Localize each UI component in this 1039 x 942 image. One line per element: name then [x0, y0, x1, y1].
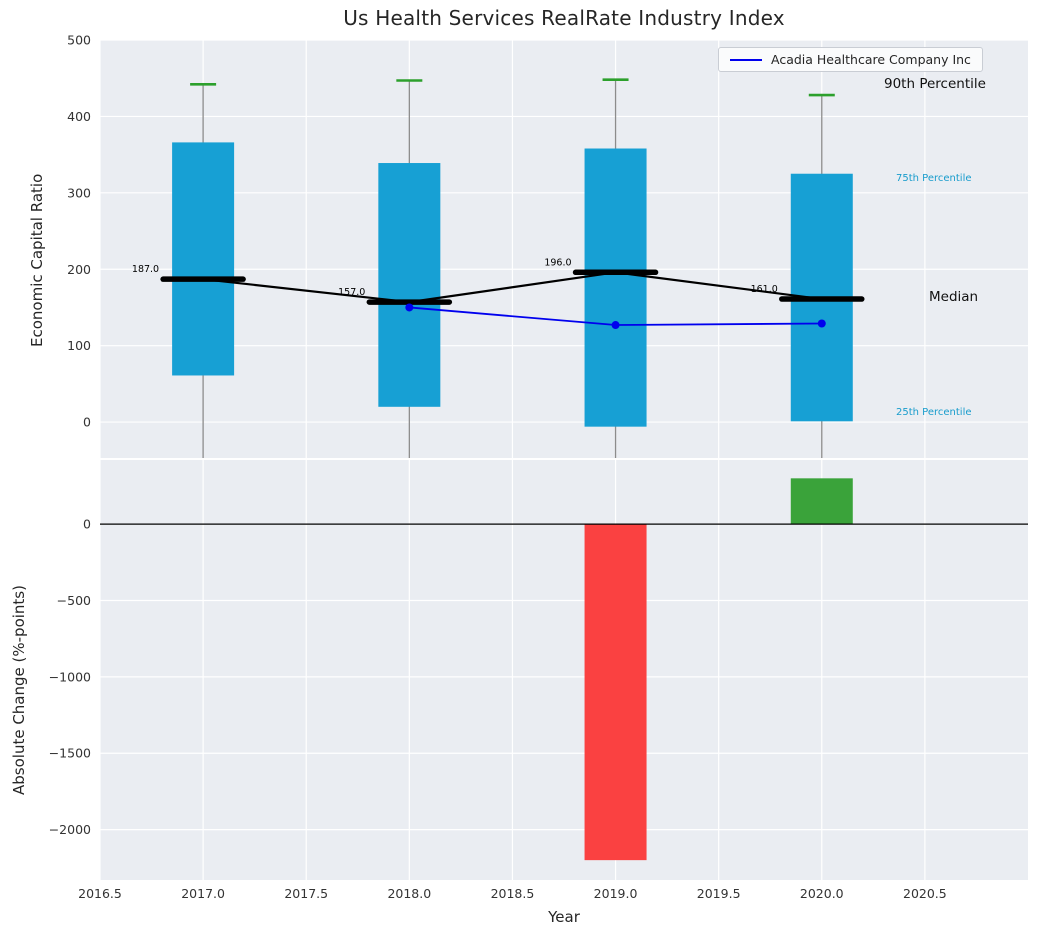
plot-background-bottom	[100, 460, 1028, 880]
iqr-box-2017	[172, 142, 235, 376]
x-axis-label: Year	[548, 908, 580, 926]
legend-series-label: Acadia Healthcare Company Inc	[771, 52, 971, 67]
median-value-label-2019: 196.0	[544, 257, 571, 268]
iqr-box-2018	[378, 163, 441, 407]
x-tick-label: 2019.5	[697, 886, 741, 901]
x-tick-label: 2016.5	[78, 886, 122, 901]
y-tick-label-top: 0	[83, 415, 91, 430]
y-tick-label-top: 500	[67, 33, 91, 48]
series-point-2020	[817, 319, 826, 328]
iqr-box-2019	[584, 148, 647, 427]
y-tick-label-top: 400	[67, 109, 91, 124]
x-tick-label: 2017.0	[181, 886, 225, 901]
change-bar-negative-2019	[584, 524, 647, 861]
y-tick-label-bottom: −2000	[49, 822, 91, 837]
x-tick-label: 2018.5	[491, 886, 535, 901]
y-tick-label-top: 200	[67, 262, 91, 277]
y-tick-label-top: 300	[67, 185, 91, 200]
series-point-2019	[611, 321, 620, 330]
y-tick-label-bottom: −1500	[49, 746, 91, 761]
plot-background-top	[100, 40, 1028, 458]
annotation-25th-percentile: 25th Percentile	[896, 407, 972, 418]
y-tick-label-top: 100	[67, 338, 91, 353]
series-point-2018	[405, 303, 414, 312]
median-value-label-2020: 161.0	[751, 284, 778, 295]
x-tick-label: 2019.0	[594, 886, 638, 901]
y-tick-label-bottom: 0	[83, 517, 91, 532]
y-tick-label-bottom: −500	[57, 593, 91, 608]
median-value-label-2018: 157.0	[338, 287, 365, 298]
annotation-75th-percentile: 75th Percentile	[896, 173, 972, 184]
x-tick-label: 2020.0	[800, 886, 844, 901]
legend: Acadia Healthcare Company Inc	[718, 47, 983, 72]
annotation-median: Median	[929, 289, 979, 305]
y-axis-label-top: Economic Capital Ratio	[28, 173, 46, 347]
y-tick-label-bottom: −1000	[49, 669, 91, 684]
median-value-label-2017: 187.0	[132, 264, 159, 275]
change-bar-positive-2020	[790, 478, 853, 525]
legend-line-sample-icon	[730, 58, 762, 61]
annotation-90th-percentile: 90th Percentile	[884, 76, 986, 92]
chart-title: Us Health Services RealRate Industry Ind…	[343, 6, 785, 30]
y-axis-label-bottom: Absolute Change (%-points)	[10, 585, 28, 795]
median-trend-line	[202, 271, 822, 304]
x-tick-label: 2018.0	[387, 886, 431, 901]
x-tick-label: 2020.5	[903, 886, 947, 901]
x-tick-label: 2017.5	[284, 886, 328, 901]
